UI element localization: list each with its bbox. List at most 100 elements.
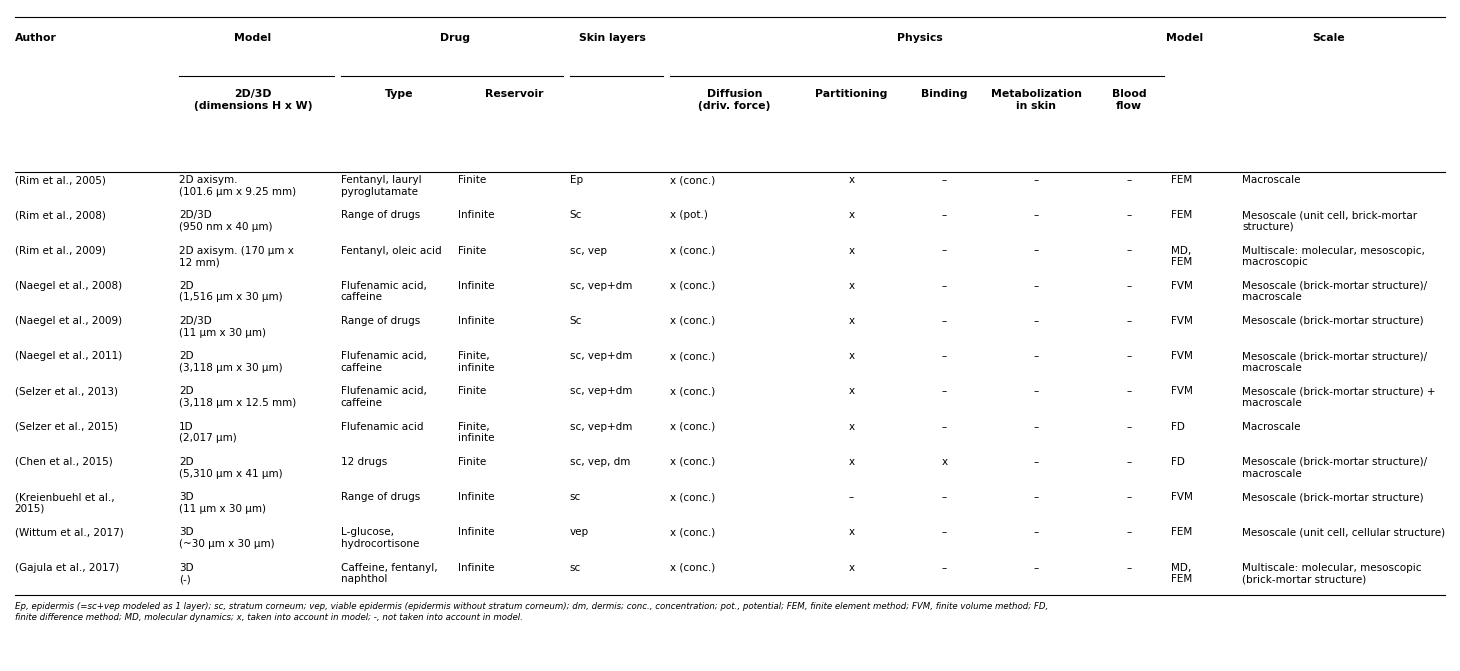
- Text: sc, vep+dm: sc, vep+dm: [569, 280, 632, 291]
- Text: Mesoscale (brick-mortar structure) +
macroscale: Mesoscale (brick-mortar structure) + mac…: [1242, 386, 1435, 408]
- Text: Multiscale: molecular, mesoscopic
(brick-mortar structure): Multiscale: molecular, mesoscopic (brick…: [1242, 563, 1422, 584]
- Text: sc, vep: sc, vep: [569, 246, 607, 256]
- Text: Flufenamic acid,
caffeine: Flufenamic acid, caffeine: [340, 280, 426, 303]
- Text: x: x: [848, 421, 854, 431]
- Text: x (conc.): x (conc.): [670, 421, 715, 431]
- Text: FVM: FVM: [1171, 316, 1193, 326]
- Text: 2D
(3,118 μm x 12.5 mm): 2D (3,118 μm x 12.5 mm): [180, 386, 296, 408]
- Text: x: x: [848, 351, 854, 361]
- Text: (Kreienbuehl et al.,
2015): (Kreienbuehl et al., 2015): [15, 492, 114, 514]
- Text: –: –: [1127, 421, 1132, 431]
- Text: (Wittum et al., 2017): (Wittum et al., 2017): [15, 527, 123, 537]
- Text: –: –: [942, 175, 948, 185]
- Text: –: –: [1034, 280, 1040, 291]
- Text: –: –: [1034, 316, 1040, 326]
- Text: x: x: [848, 175, 854, 185]
- Text: –: –: [1034, 386, 1040, 397]
- Text: Mesoscale (brick-mortar structure)/
macroscale: Mesoscale (brick-mortar structure)/ macr…: [1242, 280, 1428, 303]
- Text: (Rim et al., 2009): (Rim et al., 2009): [15, 246, 105, 256]
- Text: FVM: FVM: [1171, 492, 1193, 502]
- Text: –: –: [1127, 386, 1132, 397]
- Text: –: –: [1127, 175, 1132, 185]
- Text: FEM: FEM: [1171, 210, 1191, 220]
- Text: Sc: Sc: [569, 210, 583, 220]
- Text: x: x: [848, 386, 854, 397]
- Text: 3D
(11 μm x 30 μm): 3D (11 μm x 30 μm): [180, 492, 266, 514]
- Text: x: x: [942, 457, 948, 467]
- Text: Macroscale: Macroscale: [1242, 175, 1301, 185]
- Text: Range of drugs: Range of drugs: [340, 210, 420, 220]
- Text: Flufenamic acid,
caffeine: Flufenamic acid, caffeine: [340, 351, 426, 373]
- Text: Mesoscale (brick-mortar structure)/
macroscale: Mesoscale (brick-mortar structure)/ macr…: [1242, 457, 1428, 478]
- Text: Infinite: Infinite: [458, 210, 495, 220]
- Text: Infinite: Infinite: [458, 280, 495, 291]
- Text: (Selzer et al., 2015): (Selzer et al., 2015): [15, 421, 118, 431]
- Text: Finite: Finite: [458, 386, 486, 397]
- Text: x: x: [848, 457, 854, 467]
- Text: (Selzer et al., 2013): (Selzer et al., 2013): [15, 386, 118, 397]
- Text: Sc: Sc: [569, 316, 583, 326]
- Text: Finite,
infinite: Finite, infinite: [458, 351, 495, 373]
- Text: –: –: [1127, 351, 1132, 361]
- Text: Mesoscale (unit cell, brick-mortar
structure): Mesoscale (unit cell, brick-mortar struc…: [1242, 210, 1418, 232]
- Text: 12 drugs: 12 drugs: [340, 457, 387, 467]
- Text: Mesoscale (brick-mortar structure): Mesoscale (brick-mortar structure): [1242, 316, 1424, 326]
- Text: –: –: [1127, 492, 1132, 502]
- Text: 2D axisym. (170 μm x
12 mm): 2D axisym. (170 μm x 12 mm): [180, 246, 293, 267]
- Text: 3D
(-): 3D (-): [180, 563, 194, 584]
- Text: Blood
flow: Blood flow: [1113, 89, 1146, 111]
- Text: –: –: [942, 563, 948, 572]
- Text: x (conc.): x (conc.): [670, 563, 715, 572]
- Text: 2D/3D
(950 nm x 40 μm): 2D/3D (950 nm x 40 μm): [180, 210, 273, 232]
- Text: Reservoir: Reservoir: [485, 89, 543, 99]
- Text: Multiscale: molecular, mesoscopic,
macroscopic: Multiscale: molecular, mesoscopic, macro…: [1242, 246, 1425, 267]
- Text: FD: FD: [1171, 457, 1184, 467]
- Text: FVM: FVM: [1171, 386, 1193, 397]
- Text: –: –: [1034, 492, 1040, 502]
- Text: x (conc.): x (conc.): [670, 175, 715, 185]
- Text: Skin layers: Skin layers: [580, 33, 647, 43]
- Text: –: –: [1034, 175, 1040, 185]
- Text: L-glucose,
hydrocortisone: L-glucose, hydrocortisone: [340, 527, 419, 549]
- Text: x: x: [848, 316, 854, 326]
- Text: –: –: [1127, 527, 1132, 537]
- Text: 3D
(~30 μm x 30 μm): 3D (~30 μm x 30 μm): [180, 527, 274, 549]
- Text: 1D
(2,017 μm): 1D (2,017 μm): [180, 421, 237, 444]
- Text: –: –: [942, 210, 948, 220]
- Text: Metabolization
in skin: Metabolization in skin: [991, 89, 1082, 111]
- Text: 2D/3D
(11 μm x 30 μm): 2D/3D (11 μm x 30 μm): [180, 316, 266, 338]
- Text: –: –: [1127, 563, 1132, 572]
- Text: Fentanyl, oleic acid: Fentanyl, oleic acid: [340, 246, 441, 256]
- Text: vep: vep: [569, 527, 588, 537]
- Text: –: –: [1034, 351, 1040, 361]
- Text: x: x: [848, 246, 854, 256]
- Text: sc: sc: [569, 492, 581, 502]
- Text: –: –: [942, 421, 948, 431]
- Text: sc: sc: [569, 563, 581, 572]
- Text: Model: Model: [234, 33, 272, 43]
- Text: –: –: [942, 527, 948, 537]
- Text: Type: Type: [385, 89, 413, 99]
- Text: Ep, epidermis (=sc+vep modeled as 1 layer); sc, stratum corneum; vep, viable epi: Ep, epidermis (=sc+vep modeled as 1 laye…: [15, 603, 1048, 622]
- Text: Finite: Finite: [458, 175, 486, 185]
- Text: –: –: [1034, 210, 1040, 220]
- Text: (Naegel et al., 2008): (Naegel et al., 2008): [15, 280, 121, 291]
- Text: x: x: [848, 527, 854, 537]
- Text: Infinite: Infinite: [458, 527, 495, 537]
- Text: x (pot.): x (pot.): [670, 210, 708, 220]
- Text: (Rim et al., 2005): (Rim et al., 2005): [15, 175, 105, 185]
- Text: x (conc.): x (conc.): [670, 527, 715, 537]
- Text: 2D
(1,516 μm x 30 μm): 2D (1,516 μm x 30 μm): [180, 280, 283, 303]
- Text: –: –: [1127, 457, 1132, 467]
- Text: 2D/3D
(dimensions H x W): 2D/3D (dimensions H x W): [194, 89, 312, 111]
- Text: Binding: Binding: [921, 89, 968, 99]
- Text: (Gajula et al., 2017): (Gajula et al., 2017): [15, 563, 118, 572]
- Text: FEM: FEM: [1171, 175, 1191, 185]
- Text: Flufenamic acid: Flufenamic acid: [340, 421, 423, 431]
- Text: Model: Model: [1167, 33, 1203, 43]
- Text: Mesoscale (unit cell, cellular structure): Mesoscale (unit cell, cellular structure…: [1242, 527, 1445, 537]
- Text: FVM: FVM: [1171, 351, 1193, 361]
- Text: (Rim et al., 2008): (Rim et al., 2008): [15, 210, 105, 220]
- Text: MD,
FEM: MD, FEM: [1171, 563, 1191, 584]
- Text: Mesoscale (brick-mortar structure): Mesoscale (brick-mortar structure): [1242, 492, 1424, 502]
